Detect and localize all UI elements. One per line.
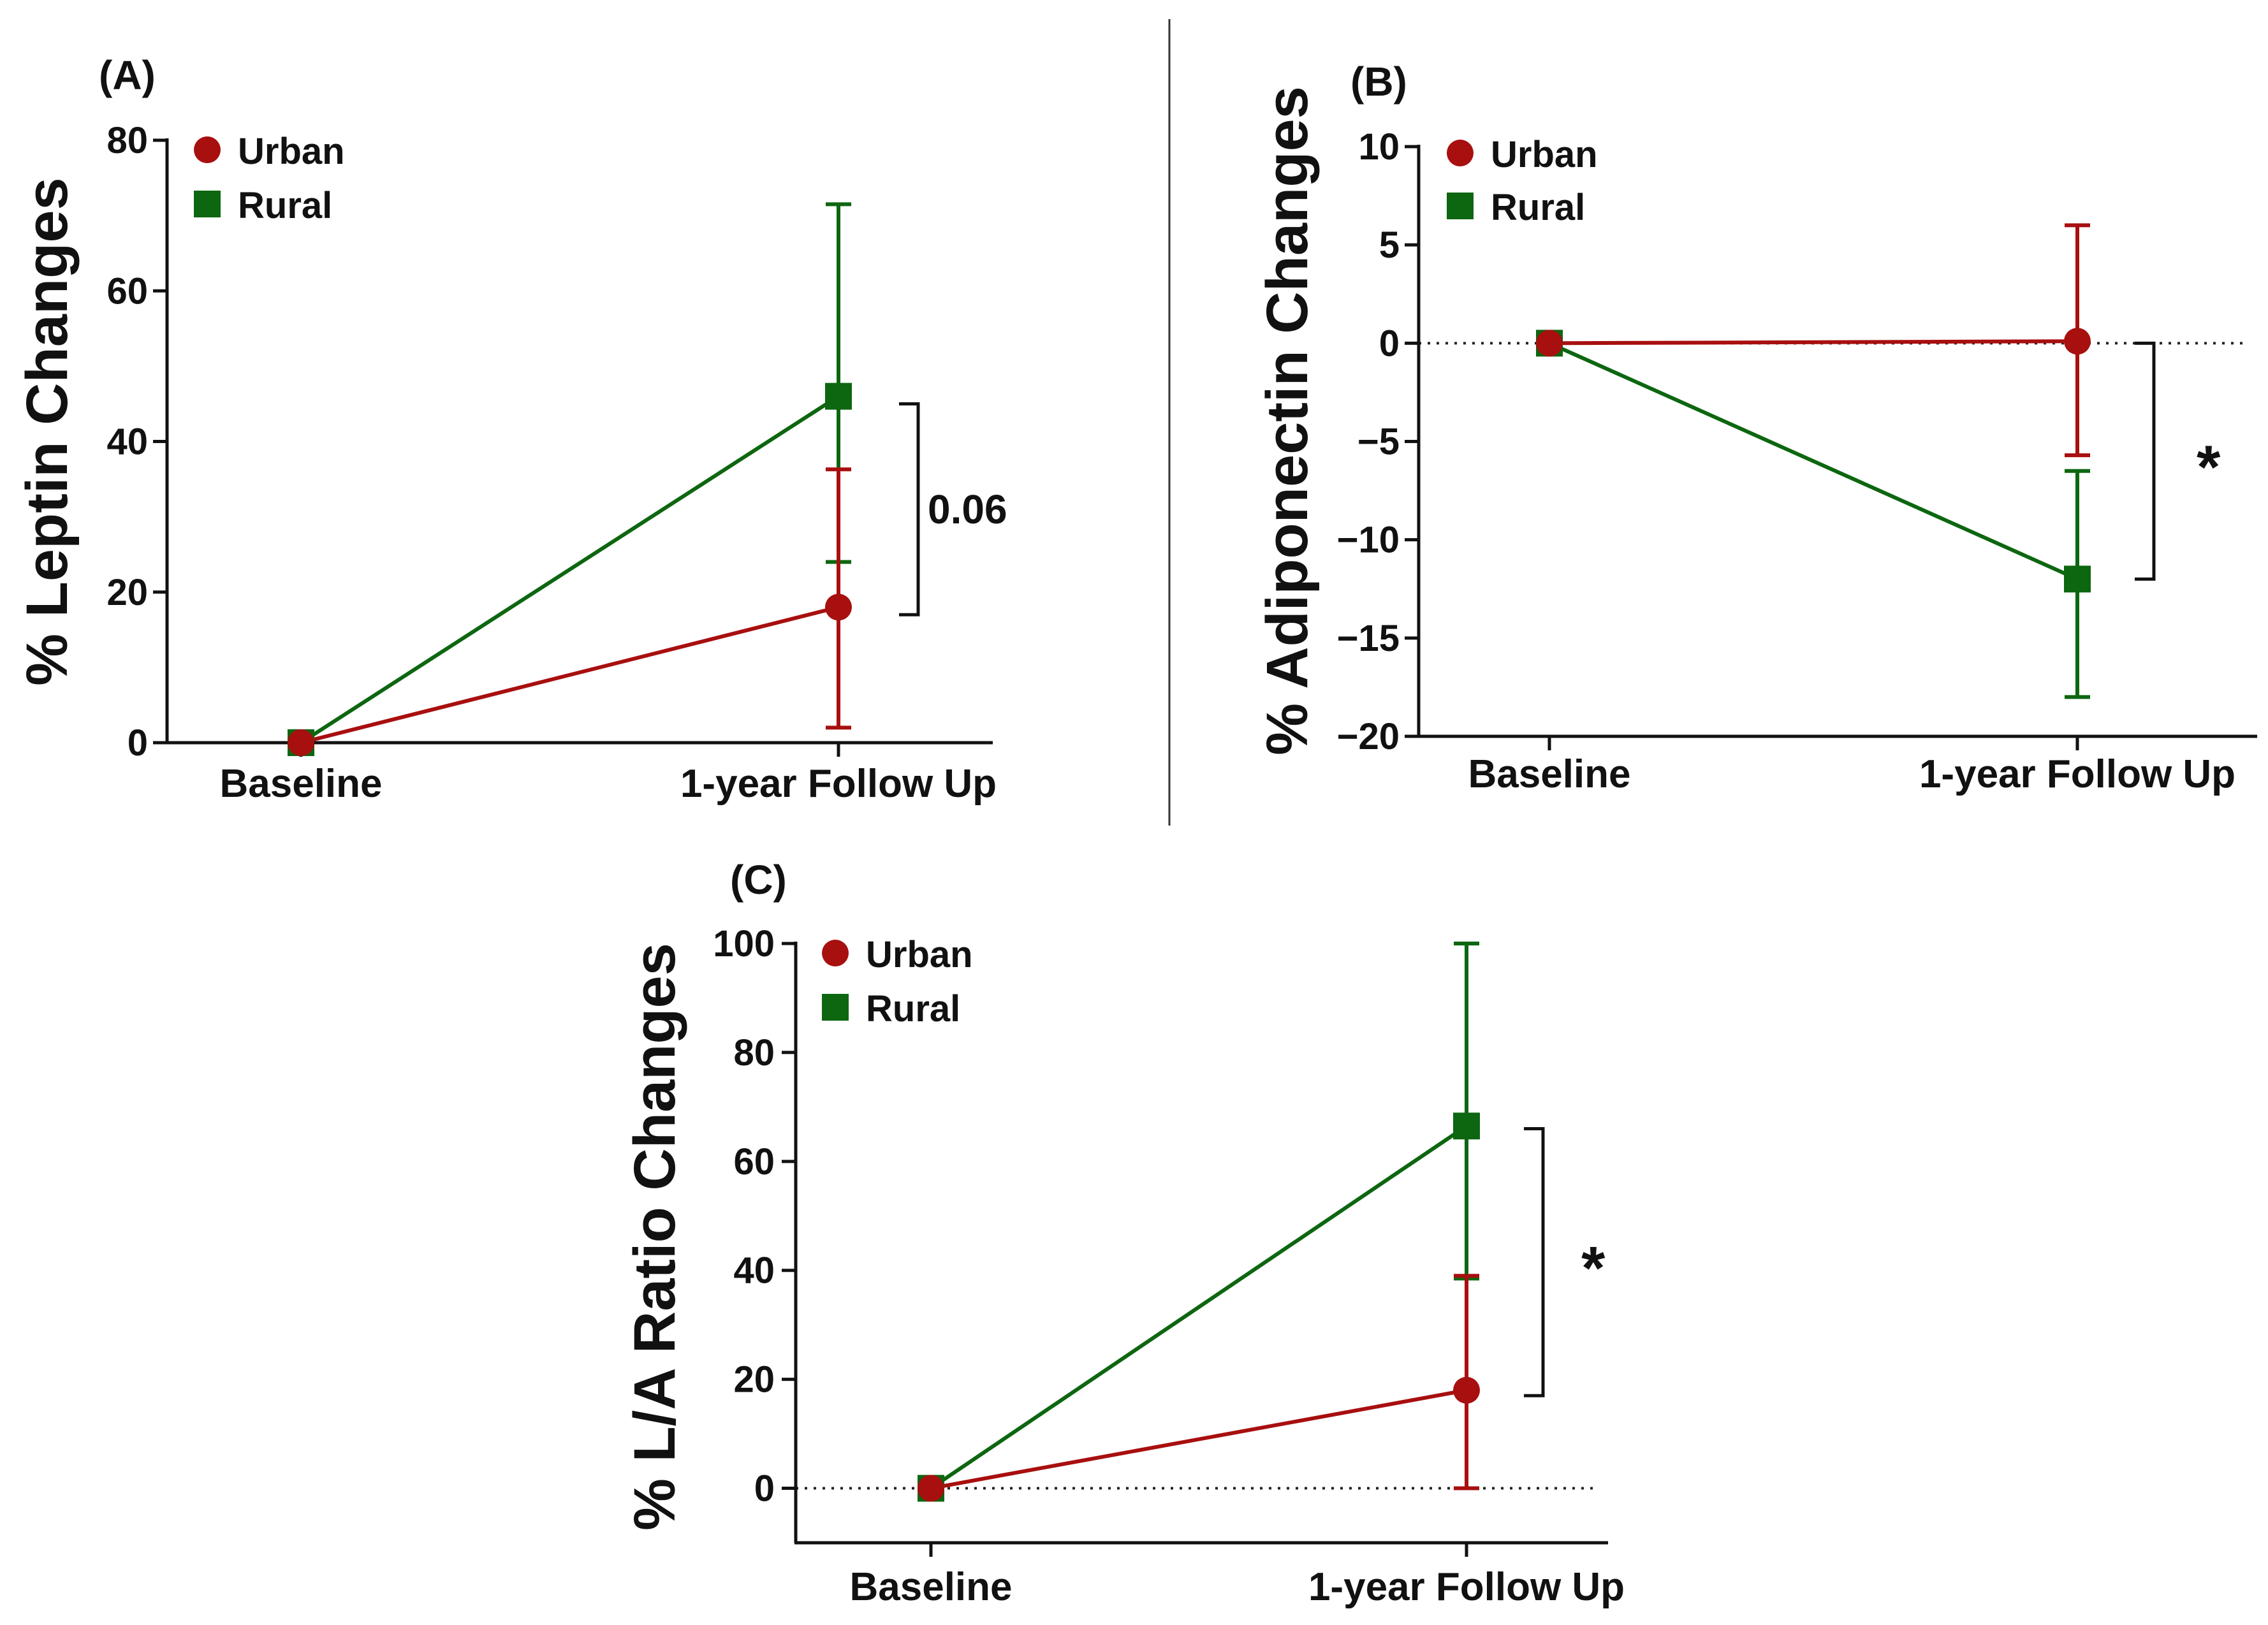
- urban-data-point: [2064, 328, 2091, 355]
- legend-rural-marker: [822, 994, 849, 1021]
- x-tick-label: 1-year Follow Up: [680, 762, 997, 806]
- legend-rural-marker: [1447, 193, 1474, 219]
- y-axis-title: % L/A Ratio Changes: [622, 943, 687, 1531]
- y-axis-title: % Leptin Changes: [15, 177, 80, 685]
- panel-b: 10 5 0 −5 −10 −15 −20 Baseline 1-year Follow Up%…: [1255, 59, 2257, 796]
- urban-series-line: [1549, 339, 2078, 346]
- x-tick-label: Baseline: [219, 762, 382, 806]
- legend-urban-marker: [822, 940, 849, 966]
- y-tick-label: 60: [733, 1141, 775, 1183]
- y-tick-label: 60: [106, 270, 148, 312]
- rural-series-line: [1548, 341, 2079, 581]
- y-tick-label: −5: [1357, 421, 1400, 463]
- urban-data-point: [825, 594, 852, 621]
- y-tick-label: 40: [106, 421, 148, 463]
- y-tick-label: 40: [733, 1250, 775, 1292]
- legend-rural-label: Rural: [1491, 187, 1585, 228]
- legend: Urban Rural: [194, 131, 345, 226]
- rural-data-point: [2064, 565, 2091, 593]
- x-tick-label: Baseline: [1468, 752, 1630, 796]
- significance-label: *: [2197, 433, 2221, 501]
- y-tick-label: 0: [1379, 323, 1400, 364]
- rural-data-point: [825, 383, 852, 410]
- legend-rural-label: Rural: [866, 988, 960, 1030]
- y-tick-label: 20: [106, 572, 148, 613]
- significance-label: *: [1581, 1234, 1606, 1302]
- legend-urban-marker: [194, 136, 221, 163]
- significance-bracket: [899, 402, 920, 616]
- significance-label: 0.06: [928, 486, 1007, 532]
- x-tick-label: 1-year Follow Up: [1308, 1565, 1625, 1609]
- legend-urban-label: Urban: [238, 131, 345, 172]
- y-tick-label: 80: [106, 120, 148, 161]
- y-axis-title: % Adiponectin Changes: [1255, 86, 1320, 755]
- panel-label: (C): [730, 857, 787, 903]
- y-tick-label: 80: [733, 1032, 775, 1074]
- y-tick-label: 0: [754, 1468, 775, 1510]
- legend-rural-label: Rural: [238, 185, 332, 226]
- y-tick-label: 20: [733, 1359, 775, 1401]
- y-tick-label: 100: [713, 923, 775, 965]
- x-tick-label: 1-year Follow Up: [1919, 752, 2235, 796]
- rural-series-line: [930, 1124, 1468, 1490]
- legend-urban-marker: [1447, 140, 1474, 166]
- x-tick-label: Baseline: [849, 1565, 1012, 1609]
- y-tick-label: 0: [128, 722, 148, 764]
- y-tick-label: −15: [1337, 618, 1400, 659]
- significance-bracket: [2135, 341, 2156, 581]
- urban-data-point: [1453, 1376, 1480, 1404]
- legend-urban-label: Urban: [866, 934, 973, 975]
- urban-data-point: [918, 1475, 944, 1502]
- urban-data-point: [1536, 330, 1563, 357]
- urban-data-point: [288, 729, 314, 756]
- urban-series-line: [930, 1388, 1467, 1490]
- legend-urban-label: Urban: [1491, 134, 1598, 175]
- significance-bracket: [1524, 1127, 1545, 1397]
- panel-label: (B): [1350, 59, 1407, 105]
- y-tick-label: −10: [1337, 520, 1400, 561]
- legend-rural-marker: [194, 191, 221, 217]
- rural-data-point: [1453, 1112, 1480, 1140]
- legend: Urban Rural: [1447, 134, 1598, 228]
- panel-a: 0 20 40 60 80 Baseline 1-year Follow Up % Lepti…: [15, 52, 1007, 806]
- rural-series-line: [300, 395, 840, 745]
- y-tick-label: 5: [1379, 224, 1400, 266]
- y-tick-label: 10: [1358, 126, 1400, 168]
- y-tick-label: −20: [1337, 716, 1400, 757]
- panel-c: 0 20 40 60 80 100 Baseline 1-year Follow Up % L/…: [622, 857, 1625, 1609]
- urban-series-line: [300, 605, 839, 745]
- panel-label: (A): [99, 52, 156, 98]
- legend: Urban Rural: [822, 934, 973, 1030]
